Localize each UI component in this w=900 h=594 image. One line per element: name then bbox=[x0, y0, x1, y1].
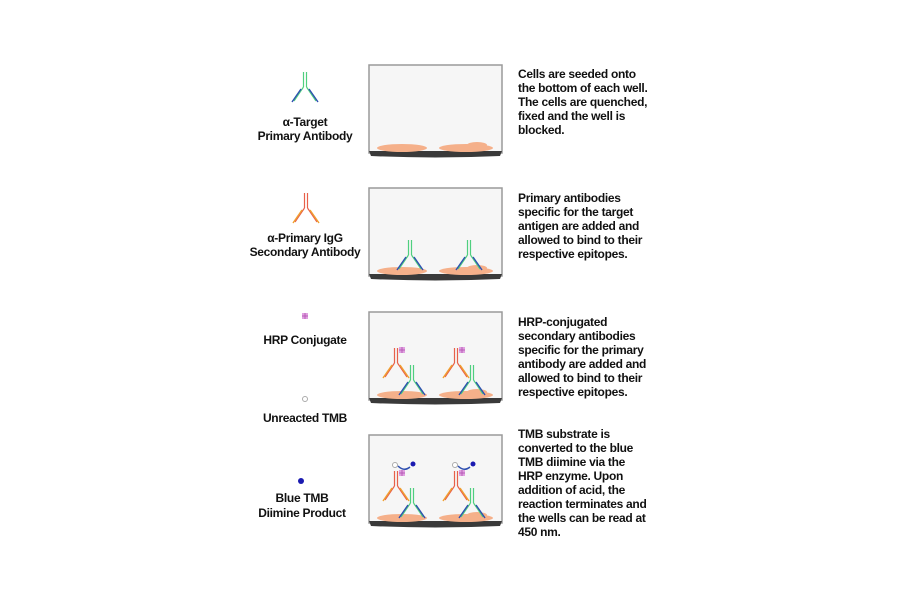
description-line: Primary antibodies bbox=[518, 191, 621, 205]
step-3-description: HRP-conjugated secondary antibodies spec… bbox=[518, 315, 646, 399]
description-line: TMB diimine via the bbox=[518, 455, 626, 469]
legend-label: Blue TMB bbox=[276, 491, 330, 505]
description-line: Cells are seeded onto bbox=[518, 67, 636, 81]
hrp-icon bbox=[301, 312, 309, 320]
description-line: TMB substrate is bbox=[518, 427, 611, 441]
hrp-icon bbox=[458, 469, 466, 477]
blue-tmb-icon bbox=[410, 461, 416, 467]
step-4-description: TMB substrate is converted to the blue T… bbox=[518, 427, 647, 539]
description-line: HRP enzyme. Upon bbox=[518, 469, 623, 483]
conversion-arrow-icon bbox=[457, 465, 471, 470]
well-step-1 bbox=[368, 64, 503, 159]
description-line: converted to the blue bbox=[518, 441, 634, 455]
legend-label: Diimine Product bbox=[258, 506, 346, 520]
legend-secondary-antibody: α-Primary IgG Secondary Antibody bbox=[250, 192, 361, 259]
description-line: reaction terminates and bbox=[518, 497, 646, 511]
hrp-icon bbox=[458, 346, 466, 354]
step-2-description: Primary antibodies specific for the targ… bbox=[518, 191, 643, 261]
blue-tmb-icon bbox=[298, 478, 304, 484]
legend-hrp: HRP Conjugate bbox=[263, 312, 348, 347]
description-line: allowed to bind to their bbox=[518, 371, 643, 385]
well-step-3 bbox=[368, 311, 503, 406]
conversion-arrow-icon bbox=[397, 465, 411, 470]
description-line: antigen are added and bbox=[518, 219, 639, 233]
hrp-icon bbox=[398, 469, 406, 477]
legend-label: α-Target bbox=[283, 115, 328, 129]
description-line: blocked. bbox=[518, 123, 564, 137]
legend-label: α-Primary IgG bbox=[267, 231, 343, 245]
legend-primary-antibody: α-Target Primary Antibody bbox=[258, 71, 353, 143]
description-line: HRP-conjugated bbox=[518, 315, 607, 329]
description-line: addition of acid, the bbox=[518, 483, 626, 497]
legend-label: Primary Antibody bbox=[258, 129, 353, 143]
legend-label: Secondary Antibody bbox=[250, 245, 361, 259]
step-1-description: Cells are seeded onto the bottom of each… bbox=[518, 67, 648, 137]
legend-label: HRP Conjugate bbox=[263, 333, 347, 347]
legend-blue-tmb: Blue TMB Diimine Product bbox=[258, 478, 346, 520]
unreacted-tmb-icon bbox=[302, 396, 308, 402]
description-line: The cells are quenched, bbox=[518, 95, 647, 109]
well-step-4 bbox=[368, 434, 503, 529]
legend-unreacted-tmb: Unreacted TMB bbox=[263, 396, 348, 425]
description-line: antibody are added and bbox=[518, 357, 646, 371]
description-line: the wells can be read at bbox=[518, 511, 646, 525]
description-line: respective epitopes. bbox=[518, 385, 627, 399]
unreacted-tmb-icon bbox=[392, 462, 398, 468]
well-step-2 bbox=[368, 187, 503, 282]
description-line: the bottom of each well. bbox=[518, 81, 647, 95]
hrp-icon bbox=[398, 346, 406, 354]
blue-tmb-icon bbox=[470, 461, 476, 467]
description-line: allowed to bind to their bbox=[518, 233, 643, 247]
primary-antibody-icon bbox=[291, 71, 319, 103]
description-line: secondary antibodies bbox=[518, 329, 636, 343]
description-line: 450 nm. bbox=[518, 525, 561, 539]
description-line: respective epitopes. bbox=[518, 247, 627, 261]
unreacted-tmb-icon bbox=[452, 462, 458, 468]
description-line: specific for the target bbox=[518, 205, 633, 219]
secondary-antibody-icon bbox=[292, 192, 320, 224]
legend-label: Unreacted TMB bbox=[263, 411, 348, 425]
description-line: fixed and the well is bbox=[518, 109, 626, 123]
description-line: specific for the primary bbox=[518, 343, 644, 357]
